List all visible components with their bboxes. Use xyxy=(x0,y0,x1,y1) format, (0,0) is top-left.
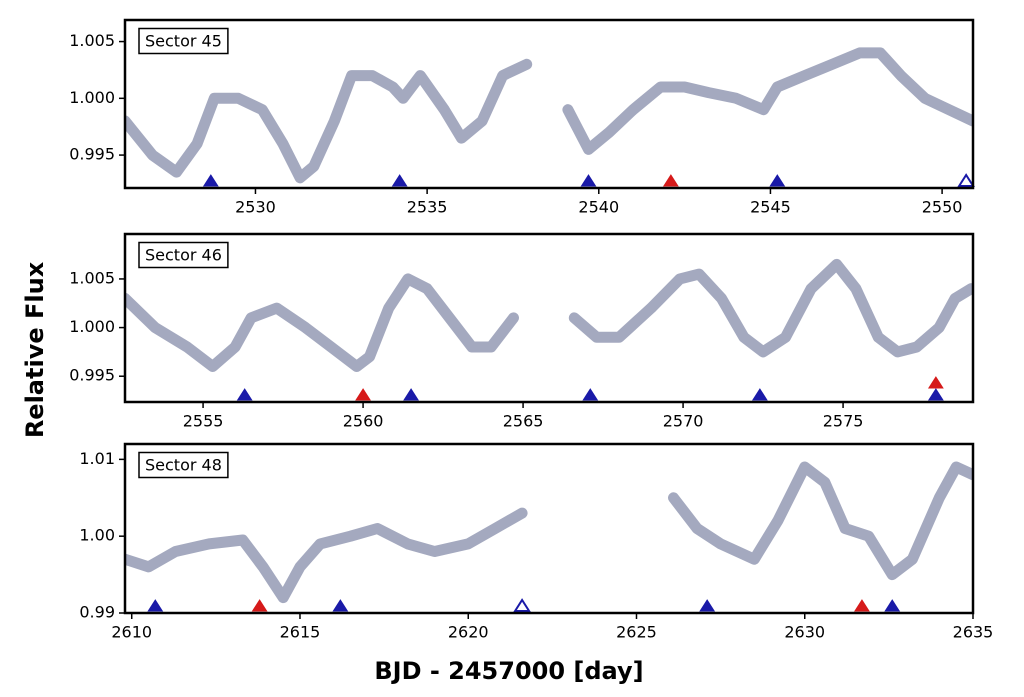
x-tick-label: 2560 xyxy=(343,412,384,431)
sector-label-box xyxy=(138,241,229,269)
x-tick-label: 2620 xyxy=(448,623,489,642)
x-tick-label: 2625 xyxy=(616,623,657,642)
panel-frame xyxy=(123,18,975,190)
transit-marker xyxy=(391,174,408,187)
plot-area xyxy=(125,47,973,184)
y-tick-label: 1.000 xyxy=(69,317,115,336)
y-tick-label: 1.005 xyxy=(69,268,115,287)
x-tick-label: 2555 xyxy=(183,412,224,431)
sector-label-box xyxy=(138,451,229,479)
x-tick-label: 2530 xyxy=(235,198,276,217)
transit-marker xyxy=(927,376,944,389)
flux-curve xyxy=(125,461,973,604)
y-tick-label: 1.005 xyxy=(69,31,115,50)
y-tick-label: 0.995 xyxy=(69,366,115,385)
transit-marker xyxy=(854,599,870,612)
sector-label: Sector 46 xyxy=(145,246,222,265)
transit-marker xyxy=(751,388,768,401)
transit-marker xyxy=(884,599,901,612)
y-tick-label: 1.00 xyxy=(79,526,115,545)
flux-curve xyxy=(125,47,973,184)
transit-marker xyxy=(332,599,349,612)
panel-frame xyxy=(123,232,975,404)
y-tick-label: 0.99 xyxy=(79,603,115,622)
flux-curve xyxy=(125,258,973,372)
x-tick-label: 2540 xyxy=(578,198,619,217)
transit-marker xyxy=(769,174,786,187)
transit-marker xyxy=(355,388,371,401)
x-tick-label: 2550 xyxy=(922,198,963,217)
x-tick-label: 2635 xyxy=(953,623,994,642)
transit-marker xyxy=(662,174,679,187)
transit-marker xyxy=(580,174,597,187)
plot-area xyxy=(125,461,973,604)
sector-label: Sector 48 xyxy=(145,456,222,475)
x-tick-label: 2575 xyxy=(823,412,864,431)
sector-label: Sector 45 xyxy=(145,32,222,51)
transit-marker xyxy=(513,598,531,612)
y-tick-label: 1.000 xyxy=(69,88,115,107)
sector-label-box xyxy=(138,27,229,55)
transit-marker xyxy=(236,388,253,401)
x-tick-label: 2570 xyxy=(663,412,704,431)
transit-marker xyxy=(957,173,975,187)
transit-marker xyxy=(403,388,419,401)
panel-frame xyxy=(123,442,975,615)
transit-marker xyxy=(927,388,944,401)
plot-area xyxy=(125,258,973,372)
transit-marker xyxy=(582,388,599,401)
y-tick-label: 1.01 xyxy=(79,449,115,468)
x-tick-label: 2630 xyxy=(784,623,825,642)
x-tick-label: 2610 xyxy=(111,623,152,642)
transit-marker xyxy=(699,599,716,612)
x-tick-label: 2615 xyxy=(280,623,321,642)
transit-marker xyxy=(202,174,219,187)
x-tick-label: 2535 xyxy=(407,198,448,217)
x-tick-label: 2565 xyxy=(503,412,544,431)
y-tick-label: 0.995 xyxy=(69,145,115,164)
x-tick-label: 2545 xyxy=(750,198,791,217)
transit-marker xyxy=(147,599,164,612)
x-axis-label: BJD - 2457000 [day] xyxy=(374,657,643,685)
transit-marker xyxy=(251,599,268,612)
y-axis-label: Relative Flux xyxy=(21,261,49,438)
